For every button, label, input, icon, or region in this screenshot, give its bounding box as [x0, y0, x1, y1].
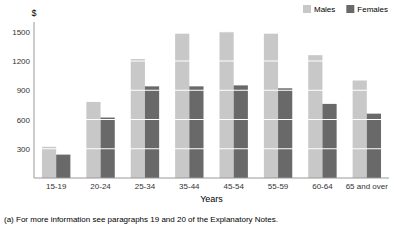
chart: 300 600 900 1200 1500 15-19 20-24 25-34 35-44 45-…: [0, 0, 397, 227]
y-tick-label: 600: [17, 116, 31, 125]
bar: [189, 86, 203, 178]
bar: [86, 102, 100, 178]
bar: [101, 118, 115, 178]
bar: [322, 104, 336, 178]
y-tick-label: 1200: [12, 57, 30, 66]
grid-line: [34, 61, 389, 62]
grid-line: [34, 31, 389, 32]
legend-label: Females: [357, 5, 388, 14]
x-tick-label: 55-59: [268, 182, 289, 191]
y-tick-label: 300: [17, 145, 31, 154]
grid-line: [34, 119, 389, 120]
x-tick-label: 35-44: [179, 182, 200, 191]
bar: [278, 88, 292, 178]
bar: [308, 55, 322, 178]
bar: [131, 59, 145, 178]
bar: [219, 32, 233, 178]
x-axis: [34, 178, 389, 179]
bar: [175, 34, 189, 178]
bar: [264, 34, 278, 178]
legend-label: Males: [314, 5, 335, 14]
bar: [234, 85, 248, 178]
x-tick-label: 60-64: [312, 182, 333, 191]
y-tick-label: 900: [17, 86, 31, 95]
legend-swatch: [303, 5, 311, 13]
x-tick-label: 65 and over: [346, 182, 389, 191]
grid-line: [34, 90, 389, 91]
legend: Males Females: [303, 5, 388, 14]
y-axis-label: $: [31, 8, 36, 18]
bar: [56, 155, 70, 178]
x-tick-label: 25-34: [135, 182, 156, 191]
legend-swatch: [346, 5, 354, 13]
y-axis: [34, 22, 35, 178]
bar: [42, 147, 56, 178]
plot-area: [34, 32, 389, 178]
bar: [353, 81, 367, 179]
grid-line: [34, 148, 389, 149]
bar: [145, 86, 159, 178]
bar: [367, 114, 381, 178]
x-tick-label: 45-54: [223, 182, 244, 191]
x-tick-label: 20-24: [90, 182, 111, 191]
y-tick-label: 1500: [12, 28, 30, 37]
x-tick-label: 15-19: [46, 182, 67, 191]
footnote: (a) For more information see paragraphs …: [4, 215, 278, 224]
x-axis-label: Years: [200, 194, 223, 204]
